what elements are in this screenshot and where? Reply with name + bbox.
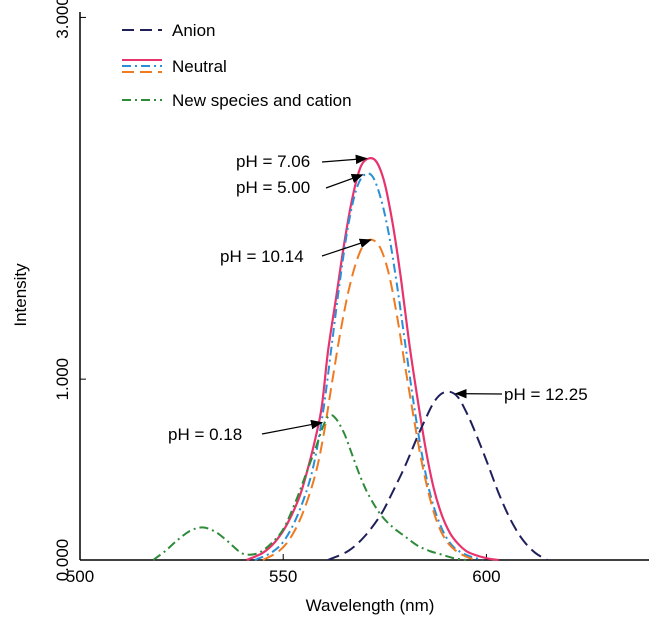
x-tick-label: 600 [472, 567, 500, 586]
series-line-3 [263, 240, 478, 560]
annotation-arrow [322, 158, 367, 162]
annotation-label: pH = 0.18 [168, 425, 242, 444]
series-lines [153, 158, 547, 560]
annotation-label: pH = 7.06 [236, 152, 310, 171]
series-line-5 [328, 392, 548, 560]
annotation-label: pH = 5.00 [236, 178, 310, 197]
series-line-1 [247, 158, 499, 560]
annotation-label: pH = 12.25 [504, 385, 588, 404]
x-axis-label: Wavelength (nm) [306, 596, 435, 615]
x-tick-label: 550 [269, 567, 297, 586]
axes [80, 12, 649, 560]
legend-label: Neutral [172, 57, 227, 76]
y-tick-label: 3.000 [53, 0, 72, 39]
series-line-2 [255, 173, 483, 560]
y-axis-label: Intensity [11, 263, 30, 327]
annotation-label: pH = 10.14 [220, 247, 304, 266]
legend-label: New species and cation [172, 91, 352, 110]
y-tick-label: 1.000 [53, 358, 72, 401]
legend-label: Anion [172, 21, 215, 40]
annotations: pH = 7.06 pH = 5.00 pH = 10.14 pH = 0.18 pH … [168, 152, 588, 444]
y-tick-label: 0.000 [53, 539, 72, 582]
annotation-arrow [262, 423, 322, 434]
legend: Anion Neutral New species and cation [122, 21, 352, 110]
